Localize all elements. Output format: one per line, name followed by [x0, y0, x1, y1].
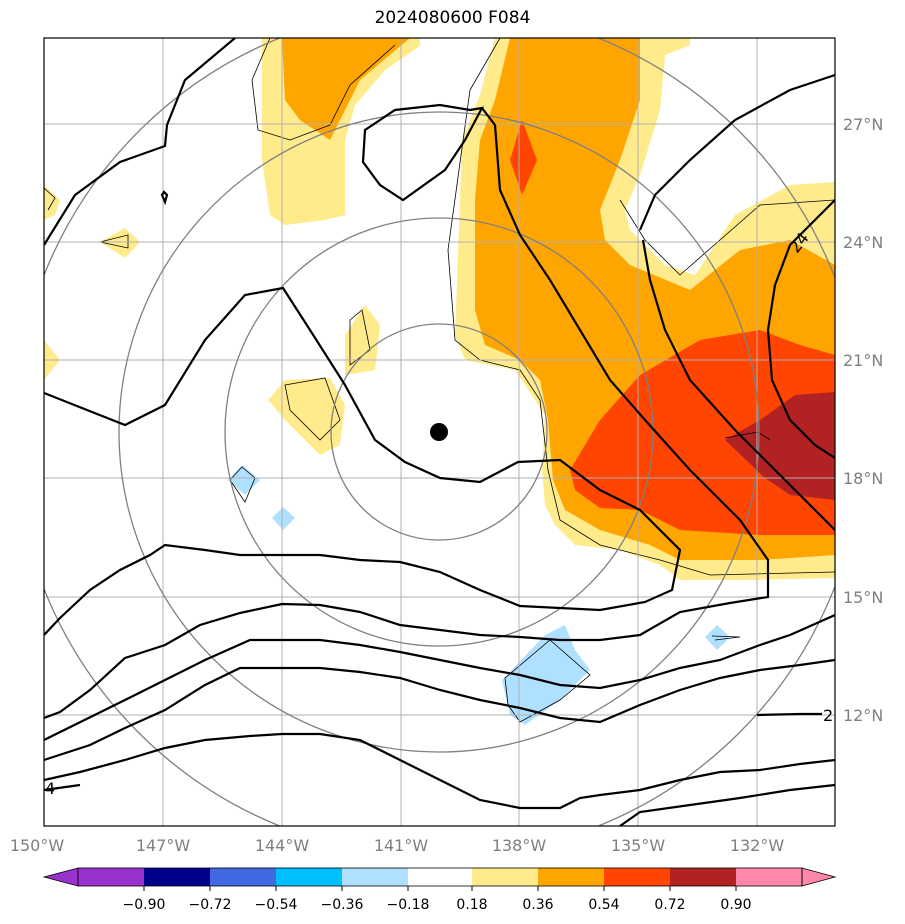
map-frame — [43, 37, 836, 827]
colorbar-box-5 — [342, 868, 408, 886]
colorbar-box-8 — [538, 868, 604, 886]
shading-darkred — [725, 392, 835, 500]
colorbar-extend-high — [801, 867, 837, 887]
colorbar-box-4 — [276, 868, 342, 886]
lon-label-141w: 141°W — [374, 836, 429, 855]
lon-label-150w: 150°W — [10, 836, 65, 855]
contour-label-2: 2 — [823, 706, 833, 725]
lon-label-135w: 135°W — [611, 836, 666, 855]
shading-red — [510, 120, 835, 535]
lat-label-18n: 18°N — [843, 469, 883, 488]
range-rings — [44, 38, 835, 826]
colorbar-tick-label: 0.18 — [456, 897, 487, 913]
contour-label-4: 4 — [45, 779, 55, 798]
colorbar-box-1 — [78, 868, 144, 886]
lat-label-15n: 15°N — [843, 588, 883, 607]
colorbar-box-10 — [670, 868, 736, 886]
colorbar-box-9 — [604, 868, 670, 886]
colorbar-tick-label: 0.72 — [654, 897, 685, 913]
lon-labels: 150°W 147°W 144°W 141°W 138°W 135°W 132°… — [10, 836, 785, 855]
lat-label-12n: 12°N — [843, 706, 883, 725]
lon-label-132w: 132°W — [730, 836, 785, 855]
lon-label-138w: 138°W — [492, 836, 547, 855]
lat-label-21n: 21°N — [843, 351, 883, 370]
colorbar-tick-label: −0.36 — [321, 897, 364, 913]
colorbar-box-7 — [472, 868, 538, 886]
lon-label-147w: 147°W — [136, 836, 191, 855]
colorbar-tick-label: −0.90 — [123, 897, 166, 913]
lon-label-144w: 144°W — [255, 836, 310, 855]
colorbar-box-2 — [144, 868, 210, 886]
colorbar-tick-label: 0.54 — [588, 897, 619, 913]
colorbar-outline — [77, 867, 803, 887]
lat-label-24n: 24°N — [843, 233, 883, 252]
colorbar: −0.90 −0.72 −0.54 −0.36 −0.18 0.18 0.36 … — [42, 867, 837, 913]
colorbar-tick-label: −0.54 — [255, 897, 298, 913]
lat-label-27n: 27°N — [843, 115, 883, 134]
colorbar-box-3 — [210, 868, 276, 886]
map-title: 2024080600 F084 — [374, 8, 531, 28]
colorbar-extend-low — [42, 867, 79, 887]
grid-lines — [44, 38, 835, 826]
shading-blue — [228, 465, 730, 725]
colorbar-tick-label: −0.72 — [189, 897, 232, 913]
colorbar-tick-label: 0.36 — [522, 897, 553, 913]
lat-labels: 27°N 24°N 21°N 18°N 15°N 12°N — [843, 115, 883, 725]
colorbar-tick-label: −0.18 — [387, 897, 430, 913]
colorbar-box-11 — [736, 868, 802, 886]
colorbar-box-6 — [408, 868, 472, 886]
storm-center-marker — [430, 423, 448, 441]
thick-contours — [44, 38, 835, 826]
colorbar-tick-label: 0.90 — [720, 897, 751, 913]
